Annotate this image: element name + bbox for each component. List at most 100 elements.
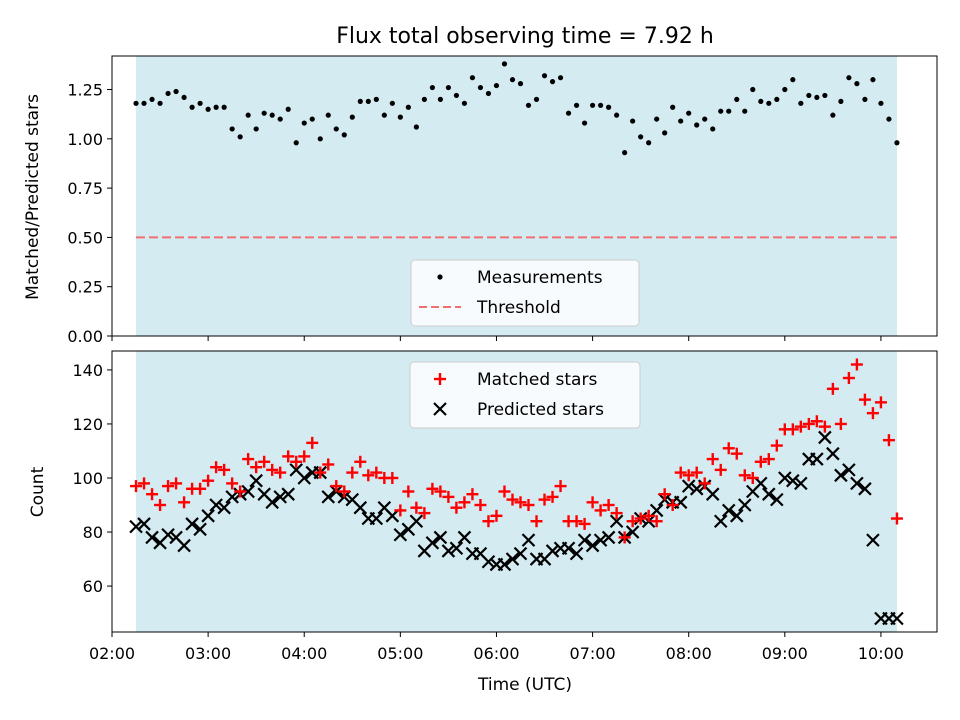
predicted-star-point [225, 490, 239, 504]
measurement-point [133, 100, 139, 106]
measurement-point [581, 120, 588, 126]
measurement-point [237, 134, 243, 140]
predicted-star-point [297, 471, 312, 485]
measurement-point [413, 124, 419, 130]
y-tick-label: 140 [72, 361, 103, 380]
matched-star-point [506, 493, 519, 506]
matched-star-point [138, 477, 151, 490]
measurement-point [517, 81, 524, 87]
matched-star-point [250, 461, 263, 474]
chart-title: Flux total observing time = 7.92 h [336, 24, 714, 49]
predicted-star-point [834, 468, 848, 483]
matched-star-point [330, 480, 343, 493]
matched-star-point [402, 485, 415, 498]
predicted-star-point [321, 490, 336, 504]
count-y-ticks: 60 80 100 120 140 [72, 361, 112, 596]
measurement-point [726, 108, 732, 114]
matched-star-point [162, 480, 175, 493]
measurement-point [477, 84, 484, 91]
matched-star-point [146, 488, 159, 501]
matched-star-point [754, 455, 767, 468]
count-y-axis-label: Count [28, 466, 48, 517]
measurement-point [782, 86, 788, 93]
predicted-star-point [145, 530, 159, 545]
measurement-point [357, 98, 363, 104]
measurement-point [718, 108, 724, 114]
matched-star-point [474, 499, 487, 512]
measurement-point [766, 100, 772, 106]
predicted-star-point [858, 482, 872, 496]
predicted-star-point [794, 476, 808, 491]
measurement-point [838, 98, 844, 104]
matched-star-point [410, 501, 423, 514]
matched-star-point [306, 436, 319, 449]
matched-star-point [770, 439, 783, 452]
matched-star-point [706, 453, 719, 466]
matched-star-point [538, 493, 551, 506]
matched-star-point [434, 485, 447, 498]
measurement-point [790, 77, 796, 83]
matched-star-point [490, 509, 503, 522]
measurement-point [862, 96, 868, 102]
measurement-point [525, 102, 532, 108]
measurement-point [261, 110, 267, 116]
matched-star-point [546, 490, 559, 503]
matched-star-point [466, 488, 479, 501]
measurement-point [742, 108, 748, 114]
measurement-point [333, 126, 339, 132]
predicted-star-point [601, 530, 616, 545]
matched-star-point [674, 466, 687, 479]
matched-star-point [418, 507, 431, 520]
ratio-y-axis-label: Matched/Predicted stars [23, 94, 43, 300]
matched-star-point [226, 477, 239, 490]
predicted-star-point [393, 527, 408, 542]
measurement-point [293, 140, 299, 146]
matched-star-point [890, 512, 903, 525]
count-x-ticks: 02:00 03:00 04:00 05:00 06:00 07:00 08:00 09:00… [89, 632, 904, 663]
measurement-point [165, 90, 171, 97]
predicted-star-point [409, 514, 424, 528]
ratio-x-ticks [111, 336, 882, 341]
ratio-panel: 0.00 0.25 0.50 0.75 1.00 1.25 Flux total obse… [23, 24, 938, 346]
matched-star-point [202, 474, 215, 487]
predicted-star-point [673, 495, 688, 510]
x-tick-label: 07:00 [570, 644, 616, 663]
measurement-point [806, 92, 812, 99]
measurement-point [269, 112, 275, 118]
matched-star-point [274, 466, 287, 479]
predicted-star-point [762, 487, 776, 501]
matched-star-point [722, 442, 735, 455]
predicted-star-point [161, 527, 175, 542]
predicted-star-point [265, 495, 279, 510]
measurement-point [878, 100, 884, 106]
y-tick-label: 1.25 [67, 81, 103, 100]
predicted-star-point [545, 544, 560, 558]
matched-star-point [858, 393, 871, 406]
count-axes-frame [111, 350, 938, 633]
matched-star-point [266, 463, 279, 476]
matched-star-point [634, 512, 647, 525]
measurement-point [301, 120, 307, 126]
matched-star-point [618, 531, 631, 544]
measurement-point [606, 104, 612, 110]
predicted-star-point [810, 452, 824, 466]
matched-star-point [298, 450, 311, 463]
measurement-point [630, 118, 636, 124]
measurement-point [205, 106, 211, 112]
predicted-star-point [866, 533, 880, 547]
predicted-star-point [281, 487, 295, 501]
measurement-point [734, 96, 740, 102]
measurement-point [421, 96, 427, 102]
measurement-point [245, 112, 251, 118]
matched-star-point [762, 453, 775, 466]
matched-star-point [650, 515, 663, 528]
legend-predicted-marker [433, 402, 447, 416]
predicted-star-point [778, 471, 792, 485]
matched-star-point [242, 453, 255, 466]
predicted-star-point [497, 557, 512, 572]
matched-star-point [746, 471, 759, 484]
matched-star-point [178, 496, 191, 509]
predicted-star-point [770, 492, 784, 507]
legend-matched-label: Matched stars [477, 370, 597, 390]
